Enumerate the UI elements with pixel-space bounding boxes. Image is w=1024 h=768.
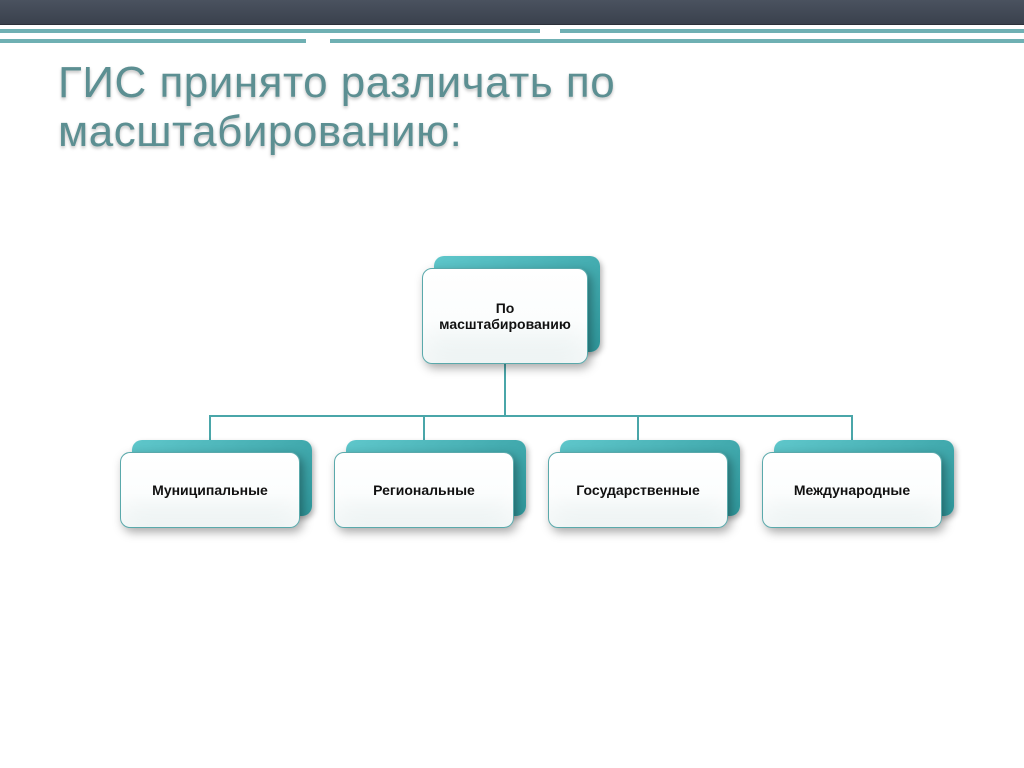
hierarchy-diagram: По масштабированию Муниципальные Региональ… (0, 0, 1024, 768)
child-node-1-label: Региональные (334, 452, 514, 528)
child-node-2-label: Государственные (548, 452, 728, 528)
child-node-0: Муниципальные (120, 452, 300, 528)
child-node-1: Региональные (334, 452, 514, 528)
child-node-2: Государственные (548, 452, 728, 528)
root-node: По масштабированию (422, 268, 588, 364)
child-node-3: Международные (762, 452, 942, 528)
child-node-0-label: Муниципальные (120, 452, 300, 528)
connector-trunk (504, 364, 506, 416)
child-node-3-label: Международные (762, 452, 942, 528)
root-node-label: По масштабированию (422, 268, 588, 364)
connector-bus (209, 415, 853, 417)
